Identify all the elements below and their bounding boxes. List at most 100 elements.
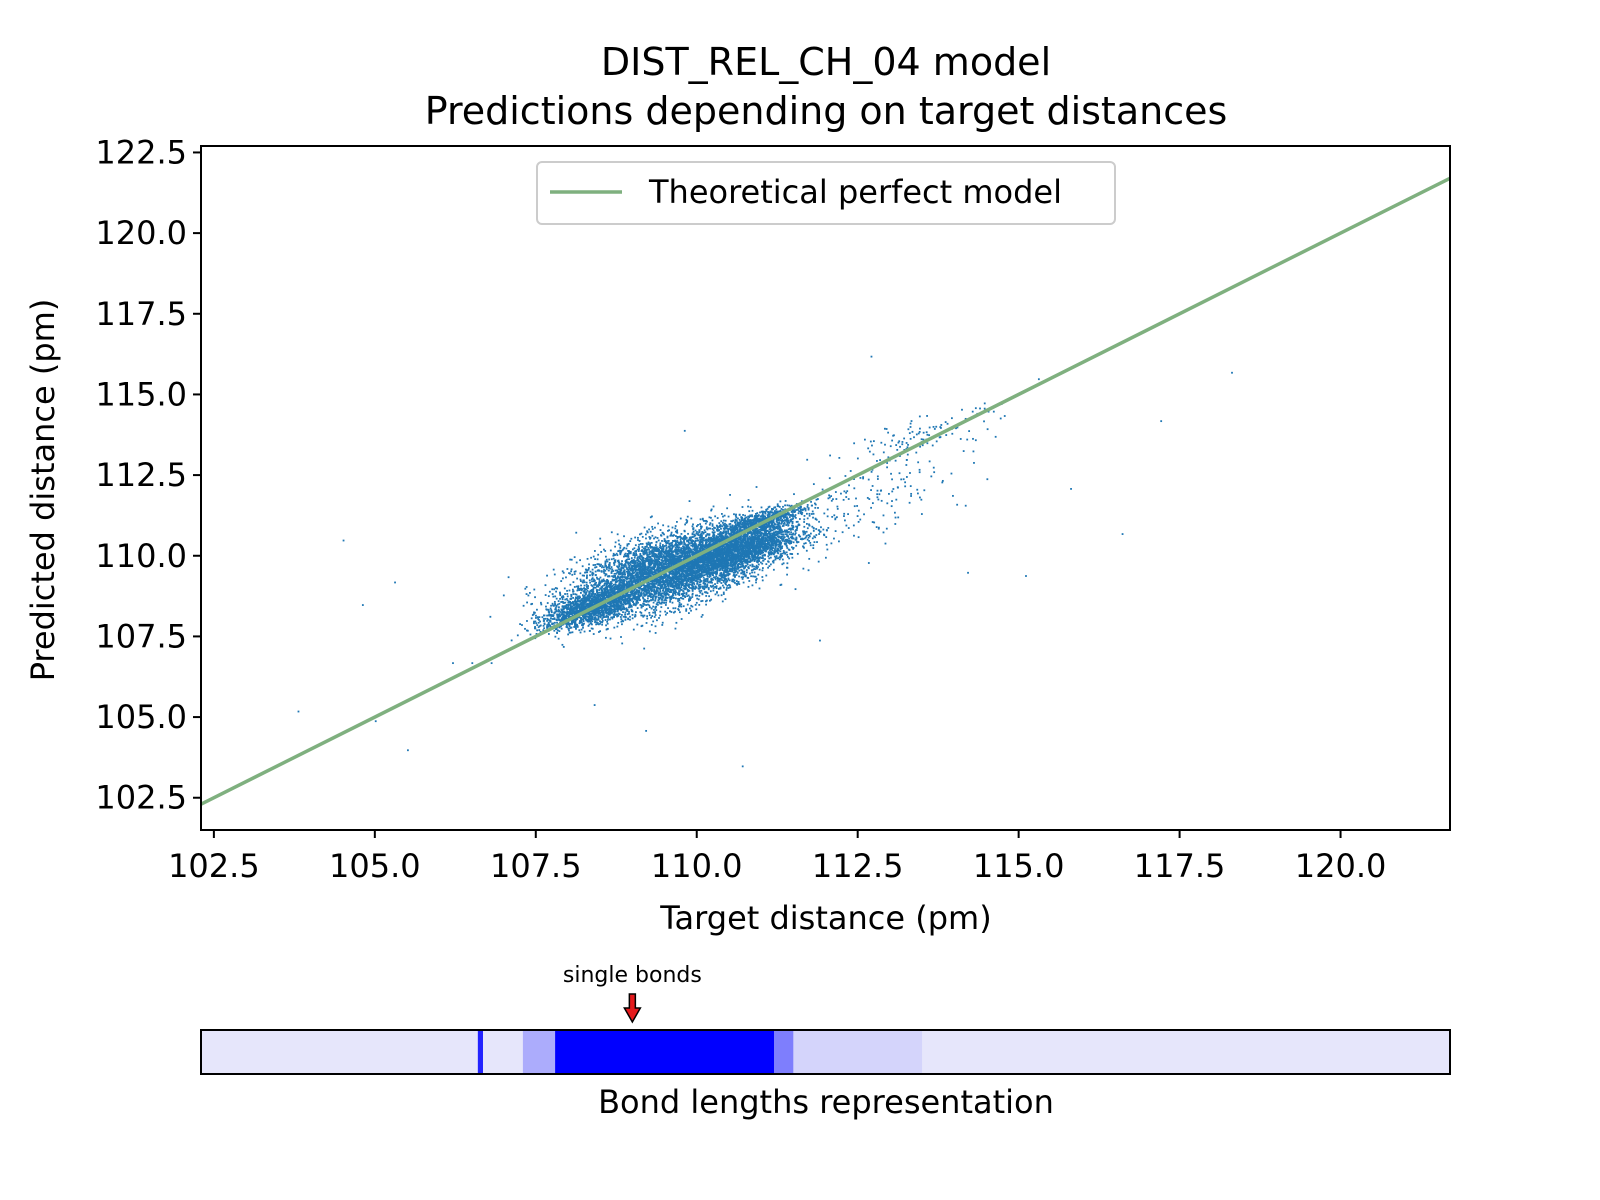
scatter-point	[634, 560, 637, 563]
scatter-point	[542, 624, 545, 627]
scatter-point	[580, 587, 582, 590]
scatter-point	[620, 569, 623, 572]
scatter-point	[619, 579, 622, 582]
scatter-point	[637, 536, 639, 539]
scatter-point	[803, 546, 805, 549]
scatter-point	[681, 568, 684, 571]
scatter-point	[631, 574, 633, 577]
scatter-point	[767, 566, 769, 569]
scatter-point	[687, 532, 689, 535]
scatter-point	[593, 580, 596, 582]
scatter-point	[670, 552, 673, 554]
scatter-point	[628, 570, 631, 573]
scatter-point	[714, 556, 717, 559]
scatter-point	[678, 599, 681, 602]
scatter-point	[685, 593, 688, 596]
scatter-point	[639, 566, 641, 569]
scatter-point	[628, 582, 631, 585]
scatter-point	[678, 535, 680, 538]
scatter-point	[596, 563, 599, 566]
scatter-point	[650, 623, 653, 626]
scatter-point	[695, 537, 698, 540]
scatter-point	[710, 536, 713, 539]
scatter-point	[625, 602, 628, 605]
scatter-point	[644, 600, 647, 603]
scatter-point	[622, 564, 625, 567]
scatter-point	[658, 597, 661, 599]
scatter-point	[692, 578, 695, 581]
scatter-point	[664, 550, 667, 553]
scatter-point	[629, 576, 632, 579]
scatter-point	[622, 578, 624, 581]
scatter-point	[695, 575, 698, 578]
scatter-point	[677, 608, 680, 610]
scatter-point	[665, 601, 667, 604]
scatter-point	[574, 593, 577, 596]
scatter-point	[633, 589, 636, 591]
scatter-point	[791, 522, 794, 525]
scatter-point	[710, 598, 713, 601]
scatter-point	[646, 531, 649, 534]
scatter-point	[614, 575, 617, 577]
scatter-point	[642, 584, 644, 586]
scatter-point	[606, 622, 609, 625]
scatter-point	[623, 535, 625, 538]
scatter-point	[627, 563, 630, 566]
scatter-point	[561, 577, 564, 580]
scatter-point	[555, 590, 558, 593]
scatter-point	[697, 533, 699, 535]
scatter-point	[672, 597, 674, 599]
scatter-point	[646, 615, 649, 618]
scatter-point	[659, 614, 661, 617]
scatter-point	[653, 590, 655, 593]
scatter-point	[786, 566, 789, 569]
scatter-point	[723, 586, 725, 589]
scatter-point	[657, 576, 660, 579]
scatter-point	[744, 537, 747, 540]
scatter-point	[632, 581, 634, 583]
scatter-point	[712, 535, 714, 538]
scatter-point	[671, 572, 674, 575]
scatter-point	[696, 597, 699, 600]
scatter-point	[623, 555, 625, 558]
scatter-point	[682, 581, 685, 583]
scatter-point	[655, 595, 658, 598]
scatter-point	[649, 592, 652, 595]
scatter-point	[635, 550, 638, 553]
scatter-point	[713, 576, 715, 579]
scatter-point	[637, 539, 639, 541]
scatter-point	[557, 600, 560, 602]
scatter-point	[600, 586, 603, 588]
scatter-point	[616, 571, 619, 574]
scatter-point	[664, 593, 667, 596]
scatter-point	[729, 525, 732, 528]
scatter-point	[636, 568, 639, 571]
scatter-point	[630, 566, 633, 569]
scatter-point	[807, 569, 810, 572]
scatter-point	[635, 602, 638, 605]
scatter-point	[586, 576, 588, 579]
scatter-point	[638, 577, 640, 580]
scatter-point	[668, 562, 670, 565]
scatter-point	[651, 584, 654, 587]
scatter-point	[591, 573, 594, 576]
scatter-point	[672, 594, 675, 597]
scatter-point	[670, 591, 673, 593]
scatter-point	[730, 533, 733, 536]
scatter-point	[631, 562, 634, 564]
scatter-point	[691, 582, 694, 585]
scatter-point	[622, 583, 625, 586]
scatter-point	[612, 570, 615, 572]
scatter-point	[649, 516, 652, 519]
scatter-point	[585, 586, 588, 588]
scatter-point	[674, 551, 677, 554]
scatter-point	[686, 595, 689, 598]
scatter-point	[737, 517, 739, 520]
scatter-point	[694, 534, 697, 537]
scatter-point	[640, 532, 643, 535]
scatter-point	[632, 554, 635, 557]
scatter-point	[650, 596, 653, 598]
scatter-point	[715, 575, 718, 578]
scatter-point	[668, 580, 670, 582]
scatter-point	[660, 602, 663, 605]
